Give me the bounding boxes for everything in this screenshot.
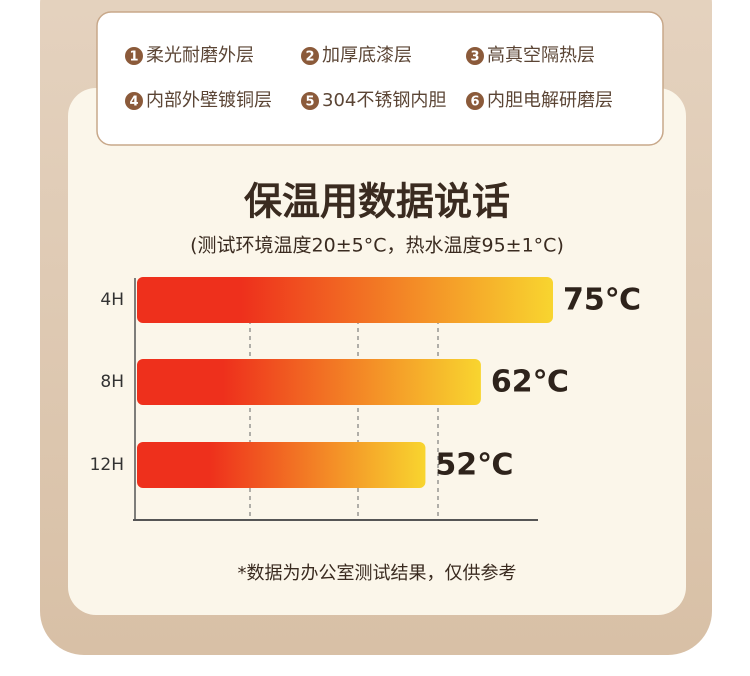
inner-card bbox=[68, 88, 686, 615]
layer-badge bbox=[125, 47, 143, 65]
layer-number: 4 bbox=[129, 95, 138, 110]
layer-label: 内部外壁镀铜层 bbox=[146, 90, 272, 111]
layer-label: 内胆电解研磨层 bbox=[487, 90, 613, 111]
layers-box bbox=[96, 11, 664, 146]
layer-badge bbox=[125, 92, 143, 110]
bar bbox=[137, 277, 553, 323]
chart-title: 保温用数据说话 bbox=[244, 180, 510, 224]
chart-note: *数据为办公室测试结果，仅供参考 bbox=[238, 563, 517, 584]
layer-label: 柔光耐磨外层 bbox=[146, 45, 254, 66]
layer-label: 304不锈钢内胆 bbox=[322, 90, 446, 111]
layer-badge bbox=[466, 47, 484, 65]
layer-number: 2 bbox=[305, 50, 314, 65]
layer-label: 加厚底漆层 bbox=[322, 45, 412, 66]
category-label: 12H bbox=[90, 455, 124, 475]
layer-badge bbox=[301, 47, 319, 65]
category-label: 8H bbox=[100, 372, 124, 392]
layers-list: 1 柔光耐磨外层 2 加厚底漆层 3 高真空隔热层 4 内部外壁镀铜层 5 304不锈钢内胆 6 内胆… bbox=[125, 45, 613, 111]
layer-number: 5 bbox=[305, 95, 314, 110]
layer-number: 6 bbox=[470, 95, 479, 110]
category-label: 4H bbox=[100, 290, 124, 310]
chart-subtitle: (测试环境温度20±5°C，热水温度95±1°C) bbox=[190, 235, 564, 257]
bar bbox=[137, 359, 481, 405]
layer-badge bbox=[301, 92, 319, 110]
layer-label: 高真空隔热层 bbox=[487, 45, 595, 66]
layer-number: 3 bbox=[470, 50, 479, 65]
bars: 4H 75℃ 8H 62℃ 12H 52℃ bbox=[90, 277, 641, 488]
value-label: 52℃ bbox=[435, 448, 513, 483]
layer-badge bbox=[466, 92, 484, 110]
layer-number: 1 bbox=[129, 50, 138, 65]
bar bbox=[137, 442, 426, 488]
value-label: 75℃ bbox=[563, 283, 641, 318]
value-label: 62℃ bbox=[491, 365, 569, 400]
